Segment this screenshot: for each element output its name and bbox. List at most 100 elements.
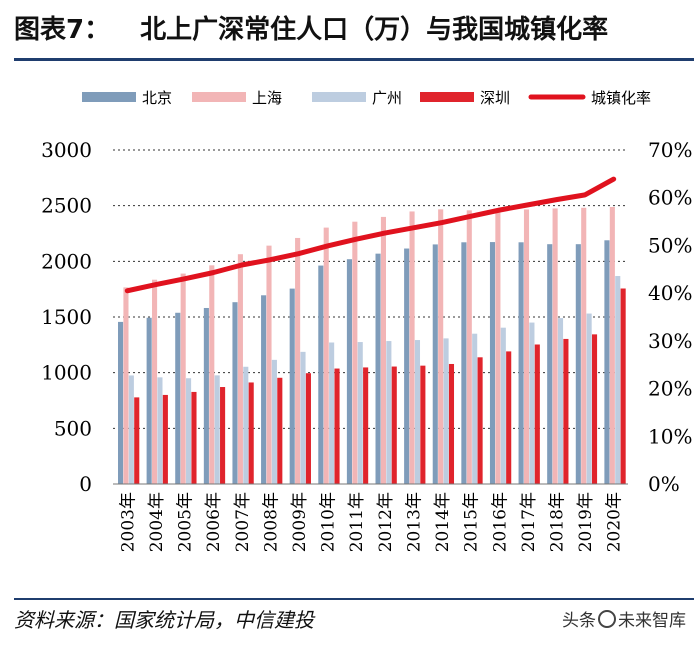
bar-北京 [432, 244, 438, 484]
bar-广州 [586, 313, 592, 484]
bar-深圳 [248, 382, 254, 484]
x-tick-label: 2007年 [233, 492, 253, 552]
x-tick-label: 2006年 [204, 492, 224, 552]
legend-label-城镇化率: 城镇化率 [591, 89, 651, 107]
footer-rule [14, 598, 694, 600]
x-tick-label: 2004年 [147, 492, 167, 552]
bar-上海 [180, 273, 186, 484]
bar-北京 [375, 253, 381, 484]
bar-广州 [300, 351, 306, 484]
legend-label-上海: 上海 [252, 89, 282, 107]
x-tick-label: 2016年 [490, 492, 510, 552]
x-tick-label: 2010年 [319, 492, 339, 552]
chart: 0 500 1000 1500 2000 2500 3000 0% 10% 20% 30% 40% 50… [41, 89, 692, 552]
x-tick-label: 2018年 [547, 492, 567, 552]
x-tick-label: 2009年 [290, 492, 310, 552]
y-right-tick-label: 20% [648, 377, 692, 401]
bar-广州 [157, 377, 163, 484]
bar-深圳 [334, 368, 340, 484]
bar-上海 [352, 221, 358, 484]
y-right-tick-label: 0% [648, 472, 680, 496]
x-tick-label: 2011年 [347, 492, 367, 552]
bar-深圳 [477, 357, 483, 484]
x-tick-label: 2005年 [176, 492, 196, 552]
bar-上海 [209, 265, 215, 484]
legend-swatch-深圳 [420, 92, 474, 102]
bar-上海 [552, 208, 558, 484]
bar-深圳 [506, 351, 512, 484]
y-left-tick-label: 0 [79, 472, 92, 496]
bar-上海 [523, 209, 530, 484]
bar-上海 [266, 245, 272, 484]
bar-广州 [414, 340, 421, 484]
bar-北京 [518, 242, 524, 484]
bar-北京 [232, 302, 238, 484]
bar-深圳 [277, 377, 283, 484]
bar-北京 [118, 321, 124, 484]
bar-北京 [575, 244, 581, 484]
x-tick-label: 2008年 [261, 492, 281, 552]
bar-上海 [237, 254, 243, 484]
bar-深圳 [620, 288, 626, 484]
bar-广州 [472, 333, 478, 484]
legend-swatch-广州 [312, 92, 366, 102]
bar-广州 [186, 378, 192, 484]
axis-layer: 0 500 1000 1500 2000 2500 3000 0% 10% 20% 30% 40% 50… [41, 138, 692, 552]
bar-深圳 [220, 387, 226, 484]
figure-number: 图表7： [14, 15, 111, 45]
title-rule [14, 58, 694, 61]
bar-深圳 [420, 365, 426, 484]
watermark-logo-icon [598, 610, 616, 628]
bar-广州 [500, 327, 506, 484]
bar-广州 [557, 318, 564, 484]
bar-上海 [123, 287, 129, 484]
bar-北京 [461, 242, 467, 484]
legend-label-深圳: 深圳 [480, 89, 510, 107]
y-right-tick-label: 50% [648, 233, 692, 257]
y-right-tick-label: 30% [648, 329, 692, 353]
x-tick-label: 2020年 [605, 492, 625, 552]
y-left-tick-label: 500 [54, 416, 92, 440]
bar-深圳 [363, 367, 369, 484]
bar-深圳 [391, 366, 397, 484]
legend: 北京 上海 广州 深圳 城镇化率 [82, 89, 651, 107]
bar-北京 [261, 295, 267, 484]
bar-北京 [289, 288, 295, 484]
bar-北京 [489, 242, 496, 484]
bar-北京 [146, 317, 152, 484]
line-layer [124, 176, 617, 294]
bar-上海 [609, 207, 615, 484]
bar-广州 [386, 341, 392, 484]
bar-上海 [466, 210, 472, 485]
y-right-tick-label: 60% [648, 186, 692, 210]
bar-深圳 [162, 394, 168, 484]
x-tick-label: 2017年 [519, 492, 539, 552]
bar-上海 [152, 279, 158, 484]
y-right-tick-label: 40% [648, 281, 692, 305]
bar-深圳 [134, 397, 140, 484]
bar-深圳 [591, 334, 598, 484]
bar-上海 [380, 216, 386, 485]
y-right-tick-label: 10% [648, 424, 692, 448]
x-tick-label: 2012年 [376, 492, 396, 552]
legend-label-北京: 北京 [142, 89, 172, 107]
bar-广州 [329, 342, 335, 484]
bar-北京 [346, 259, 352, 484]
bar-广州 [357, 342, 363, 484]
y-left-tick-label: 1000 [41, 361, 92, 385]
bar-北京 [404, 248, 410, 484]
bar-上海 [295, 237, 301, 484]
y-left-tick-label: 2500 [41, 194, 92, 218]
figure-title: 图表7： 北上广深常住人口（万）与我国城镇化率 [14, 10, 694, 50]
legend-swatch-北京 [82, 92, 136, 102]
x-tick-label: 2019年 [576, 492, 596, 552]
bar-北京 [175, 312, 181, 484]
bar-北京 [203, 307, 209, 484]
legend-label-广州: 广州 [372, 89, 402, 107]
watermark-left: 头条 [562, 611, 596, 631]
legend-swatch-上海 [192, 92, 246, 102]
y-left-tick-label: 3000 [41, 138, 92, 162]
source-note: 资料来源：国家统计局，中信建投 [14, 608, 314, 632]
bar-广州 [243, 366, 249, 484]
bar-深圳 [563, 338, 569, 484]
